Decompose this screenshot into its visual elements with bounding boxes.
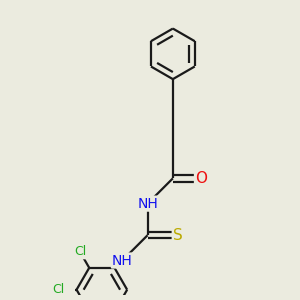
Text: Cl: Cl [74, 245, 86, 258]
Text: Cl: Cl [52, 283, 64, 296]
Text: O: O [195, 171, 207, 186]
Text: NH: NH [137, 196, 158, 211]
Text: NH: NH [112, 254, 133, 268]
Text: S: S [173, 228, 183, 243]
